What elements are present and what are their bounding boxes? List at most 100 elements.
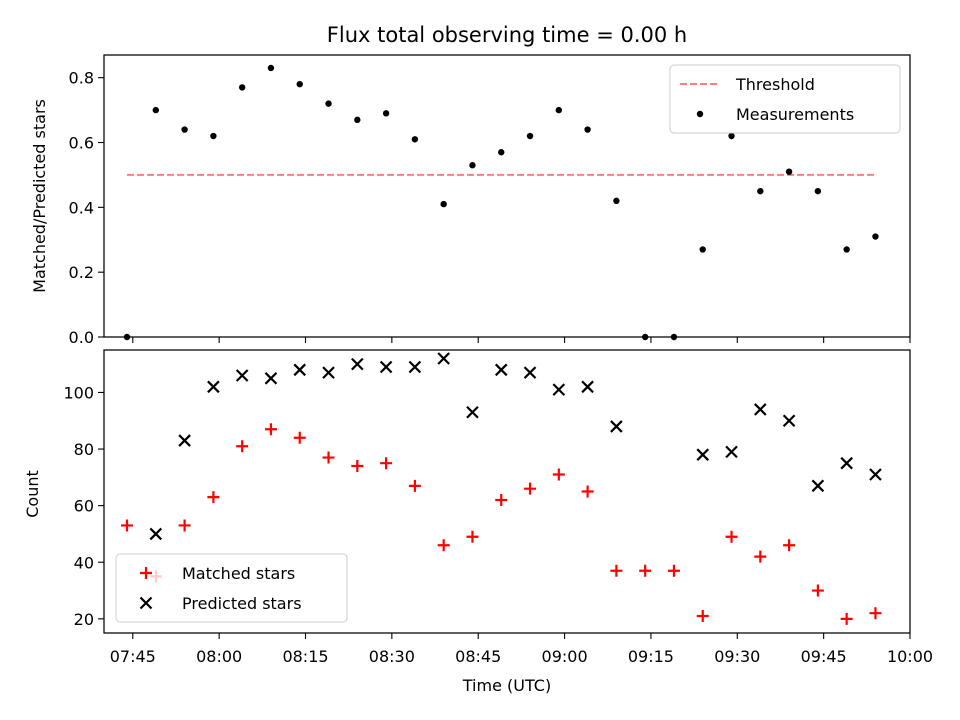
legend-matched-swatch xyxy=(140,567,152,579)
predicted-stars-point xyxy=(264,372,278,385)
predicted-stars-point xyxy=(811,479,825,493)
measurement-point xyxy=(382,110,390,117)
matched-stars-point xyxy=(581,485,594,498)
y-tick-label: 0.4 xyxy=(69,198,94,217)
legend-frame xyxy=(115,553,348,623)
matched-stars-point xyxy=(495,493,508,506)
predicted-stars-point xyxy=(437,352,450,365)
measurement-point xyxy=(498,149,505,156)
matched-stars-point xyxy=(696,610,709,623)
x-tick-label: 09:45 xyxy=(801,647,847,666)
x-tick-label: 09:30 xyxy=(714,647,760,666)
matched-stars-point xyxy=(811,584,824,597)
measurement-point xyxy=(814,187,822,195)
measurement-point xyxy=(872,233,879,240)
matched-stars-point xyxy=(236,440,249,453)
y-tick-label: 100 xyxy=(63,383,94,402)
predicted-stars-point xyxy=(754,403,767,416)
matched-stars-point xyxy=(351,460,364,473)
matched-stars-point xyxy=(725,530,738,543)
y-tick-label: 0.0 xyxy=(69,328,94,347)
matched-stars-point xyxy=(466,530,479,543)
predicted-stars-point xyxy=(235,369,249,382)
legend-label: Predicted stars xyxy=(182,594,302,613)
measurement-point xyxy=(238,84,246,91)
y-tick-label: 60 xyxy=(74,497,94,516)
bottom-y-ticks: 20 40 60 80 100 xyxy=(63,383,104,629)
predicted-stars-point xyxy=(149,527,163,541)
matched-stars-point xyxy=(524,482,537,495)
matched-stars-point xyxy=(639,564,652,577)
predicted-stars-point xyxy=(351,357,364,371)
x-tick-label: 10:00 xyxy=(887,647,933,666)
measurement-point xyxy=(411,136,419,143)
predicted-stars-point xyxy=(293,363,307,377)
predicted-stars-point xyxy=(581,380,594,394)
matched-stars-point xyxy=(264,423,277,436)
predicted-stars-point xyxy=(782,414,796,428)
matched-stars-point xyxy=(380,457,393,470)
bottom-x-ticks: 07:45 08:00 08:15 08:30 08:45 09:00 09:15 09:30… xyxy=(110,633,933,666)
measurement-point xyxy=(785,168,793,175)
chart-title: Flux total observing time = 0.00 h xyxy=(327,23,687,47)
measurement-point xyxy=(325,100,332,107)
matched-stars-point xyxy=(869,607,882,620)
measurement-point xyxy=(728,132,735,140)
x-tick-label: 07:45 xyxy=(110,647,156,666)
measurement-point xyxy=(526,132,534,140)
bottom-plot-marks xyxy=(121,352,882,625)
y-tick-label: 80 xyxy=(74,440,94,459)
measurement-point xyxy=(267,64,275,72)
top-plot-marks xyxy=(123,64,879,341)
y-tick-label: 0.2 xyxy=(69,263,94,282)
matched-stars-point xyxy=(754,550,767,563)
measurement-point xyxy=(843,246,850,253)
measurement-point xyxy=(210,132,217,140)
matched-stars-point xyxy=(667,564,680,577)
measurement-point xyxy=(613,197,620,205)
predicted-stars-point xyxy=(523,366,537,379)
matched-stars-point xyxy=(552,468,565,481)
measurement-point xyxy=(555,106,563,114)
measurement-point xyxy=(440,200,447,208)
legend-frame xyxy=(669,64,901,134)
x-axis-label: Time (UTC) xyxy=(462,676,551,695)
ratio-panel: Flux total observing time = 0.00 h Match… xyxy=(30,23,911,347)
top-legend: Threshold Measurements xyxy=(669,64,901,134)
predicted-stars-point xyxy=(466,405,479,419)
predicted-stars-point xyxy=(869,468,882,481)
predicted-stars-point xyxy=(840,456,853,470)
matched-stars-point xyxy=(610,564,623,577)
matched-stars-point xyxy=(840,612,853,625)
predicted-stars-point xyxy=(178,434,191,447)
top-axes-frame xyxy=(103,54,911,338)
matched-stars-point xyxy=(293,431,306,444)
y-tick-label: 20 xyxy=(74,610,94,629)
predicted-stars-point xyxy=(408,360,422,374)
legend-label: Matched stars xyxy=(182,564,295,583)
top-x-ticks xyxy=(132,337,911,343)
legend-predicted-swatch xyxy=(139,596,153,610)
y-tick-label: 0.8 xyxy=(69,69,94,88)
matched-stars-point xyxy=(121,519,134,532)
legend-label: Measurements xyxy=(736,105,854,124)
predicted-stars-point xyxy=(696,448,710,461)
measurement-point xyxy=(584,126,591,133)
y-tick-label: 40 xyxy=(74,553,94,572)
matched-stars-point xyxy=(408,479,421,492)
top-y-axis-label: Matched/Predicted stars xyxy=(30,99,49,293)
matched-stars-point xyxy=(437,539,450,552)
x-tick-label: 08:30 xyxy=(369,647,415,666)
bottom-legend: Matched stars Predicted stars xyxy=(115,553,348,623)
measurement-point xyxy=(152,106,160,114)
measurement-point xyxy=(181,126,188,133)
predicted-stars-point xyxy=(552,383,566,396)
matched-stars-point xyxy=(207,491,220,504)
measurement-point xyxy=(296,80,303,88)
predicted-stars-point xyxy=(379,360,393,374)
matched-stars-point xyxy=(178,519,191,532)
top-y-ticks: 0.0 0.2 0.4 0.6 0.8 xyxy=(69,69,104,347)
x-tick-label: 09:15 xyxy=(628,647,674,666)
measurement-point xyxy=(757,187,764,195)
